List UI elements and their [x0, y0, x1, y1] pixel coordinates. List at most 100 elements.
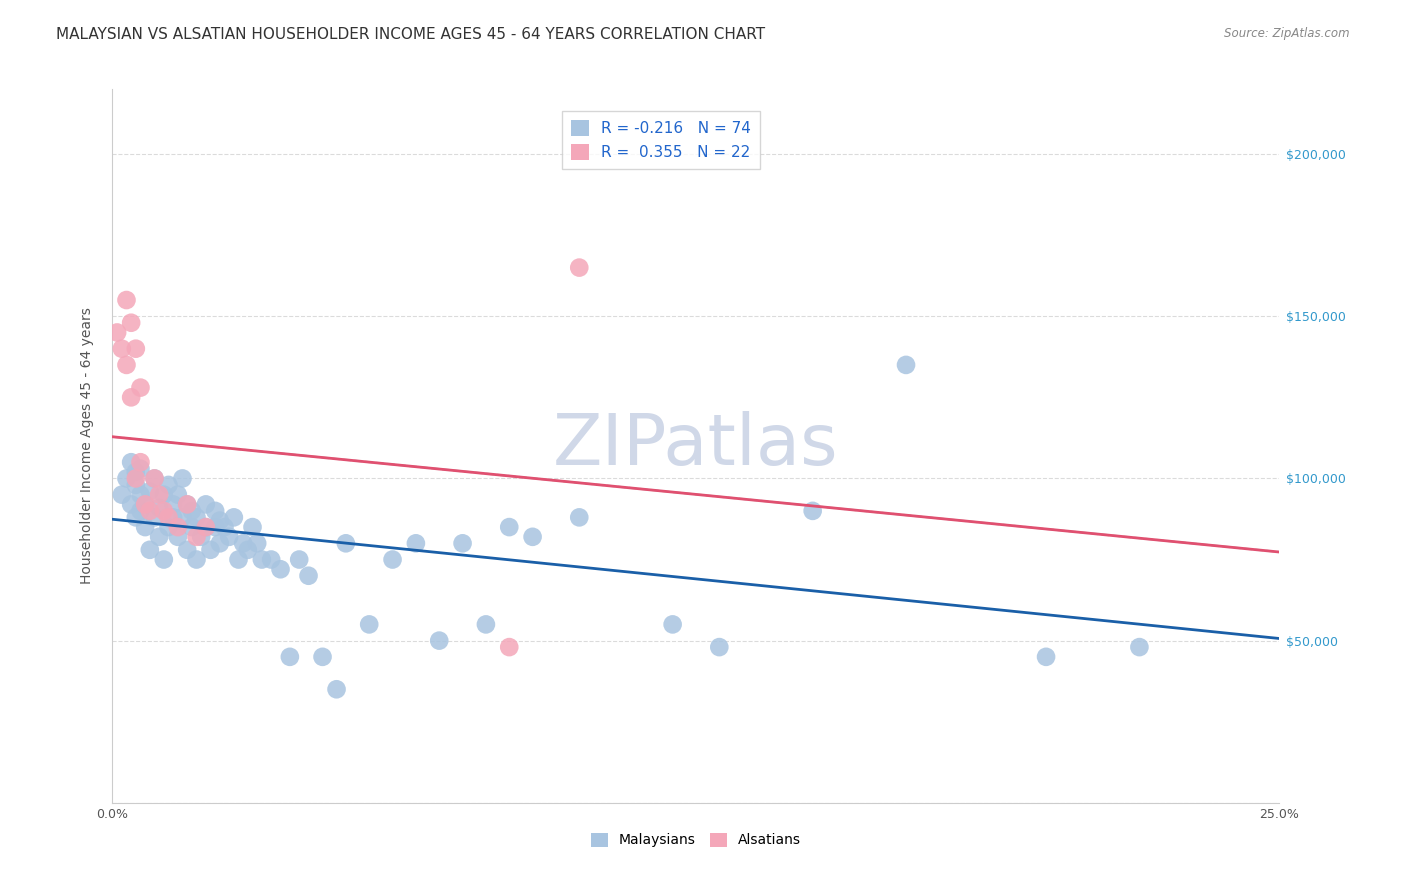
Malaysians: [157, 520, 180, 534]
Y-axis label: Householder Income Ages 45 - 64 years: Householder Income Ages 45 - 64 years: [80, 308, 94, 584]
Text: Source: ZipAtlas.com: Source: ZipAtlas.com: [1225, 27, 1350, 40]
Malaysians: [381, 552, 404, 566]
Malaysians: [311, 649, 333, 664]
Malaysians: [242, 520, 264, 534]
Malaysians: [162, 510, 184, 524]
Alsatians: [129, 455, 152, 469]
Alsatians: [129, 381, 152, 395]
Alsatians: [153, 504, 176, 518]
Malaysians: [325, 682, 347, 697]
Malaysians: [405, 536, 427, 550]
Legend: Malaysians, Alsatians: Malaysians, Alsatians: [586, 827, 806, 853]
Malaysians: [278, 649, 301, 664]
Malaysians: [250, 552, 273, 566]
Malaysians: [111, 488, 134, 502]
Malaysians: [218, 530, 240, 544]
Malaysians: [335, 536, 357, 550]
Malaysians: [297, 568, 319, 582]
Malaysians: [236, 542, 259, 557]
Alsatians: [125, 471, 148, 485]
Alsatians: [194, 520, 217, 534]
Alsatians: [176, 497, 198, 511]
Malaysians: [214, 520, 236, 534]
Malaysians: [129, 461, 152, 475]
Malaysians: [125, 465, 148, 479]
Malaysians: [129, 504, 152, 518]
Malaysians: [232, 536, 254, 550]
Malaysians: [176, 497, 198, 511]
Malaysians: [427, 633, 450, 648]
Malaysians: [194, 497, 217, 511]
Malaysians: [204, 504, 226, 518]
Malaysians: [270, 562, 292, 576]
Alsatians: [115, 293, 138, 307]
Alsatians: [143, 471, 166, 485]
Malaysians: [1035, 649, 1057, 664]
Malaysians: [120, 455, 142, 469]
Malaysians: [190, 530, 212, 544]
Malaysians: [139, 484, 162, 499]
Malaysians: [166, 530, 188, 544]
Alsatians: [139, 504, 162, 518]
Malaysians: [498, 520, 520, 534]
Malaysians: [125, 478, 148, 492]
Malaysians: [522, 530, 544, 544]
Alsatians: [125, 342, 148, 356]
Malaysians: [134, 497, 156, 511]
Malaysians: [153, 488, 176, 502]
Malaysians: [157, 478, 180, 492]
Malaysians: [125, 510, 148, 524]
Malaysians: [709, 640, 731, 654]
Malaysians: [194, 520, 217, 534]
Malaysians: [208, 514, 231, 528]
Alsatians: [166, 520, 188, 534]
Malaysians: [204, 520, 226, 534]
Malaysians: [134, 520, 156, 534]
Alsatians: [568, 260, 591, 275]
Malaysians: [260, 552, 283, 566]
Malaysians: [451, 536, 474, 550]
Alsatians: [148, 488, 170, 502]
Alsatians: [157, 510, 180, 524]
Malaysians: [120, 497, 142, 511]
Malaysians: [222, 510, 245, 524]
Alsatians: [120, 390, 142, 404]
Malaysians: [180, 504, 202, 518]
Malaysians: [143, 471, 166, 485]
Malaysians: [129, 488, 152, 502]
Malaysians: [166, 488, 188, 502]
Malaysians: [172, 510, 194, 524]
Alsatians: [120, 316, 142, 330]
Malaysians: [359, 617, 381, 632]
Alsatians: [111, 342, 134, 356]
Malaysians: [176, 542, 198, 557]
Alsatians: [105, 326, 128, 340]
Malaysians: [228, 552, 250, 566]
Malaysians: [172, 471, 194, 485]
Alsatians: [186, 530, 208, 544]
Malaysians: [208, 536, 231, 550]
Malaysians: [148, 500, 170, 515]
Malaysians: [246, 536, 269, 550]
Malaysians: [186, 510, 208, 524]
Malaysians: [661, 617, 683, 632]
Alsatians: [134, 497, 156, 511]
Malaysians: [801, 504, 824, 518]
Malaysians: [568, 510, 591, 524]
Malaysians: [200, 542, 222, 557]
Alsatians: [115, 358, 138, 372]
Malaysians: [475, 617, 498, 632]
Malaysians: [1128, 640, 1150, 654]
Malaysians: [143, 510, 166, 524]
Malaysians: [162, 497, 184, 511]
Malaysians: [115, 471, 138, 485]
Malaysians: [153, 552, 176, 566]
Alsatians: [498, 640, 520, 654]
Text: ZIPatlas: ZIPatlas: [553, 411, 839, 481]
Malaysians: [288, 552, 311, 566]
Text: MALAYSIAN VS ALSATIAN HOUSEHOLDER INCOME AGES 45 - 64 YEARS CORRELATION CHART: MALAYSIAN VS ALSATIAN HOUSEHOLDER INCOME…: [56, 27, 765, 42]
Malaysians: [139, 542, 162, 557]
Malaysians: [180, 520, 202, 534]
Malaysians: [148, 530, 170, 544]
Malaysians: [894, 358, 917, 372]
